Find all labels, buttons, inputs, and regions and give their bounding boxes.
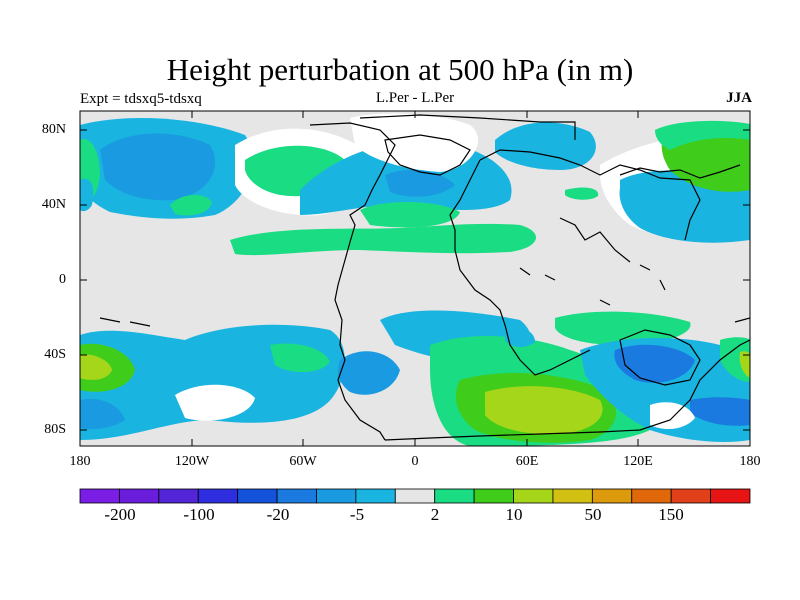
x-tick-label: 120E — [623, 454, 653, 469]
plot-title: Height perturbation at 500 hPa (in m) — [166, 52, 634, 87]
colorbar-label: 2 — [430, 505, 440, 524]
contour-green-southeast-pacific — [720, 337, 750, 382]
season-label: JJA — [726, 90, 752, 106]
coastline-north-pacific-islands — [619, 164, 741, 179]
contour-darkblue-south-east — [690, 397, 750, 426]
contour-field — [80, 111, 750, 446]
x-tick-label: 120W — [174, 454, 210, 469]
contour-green-south-pacific-mid — [270, 343, 330, 373]
contour-green-tropics-band — [230, 223, 537, 256]
colorbar-swatch — [276, 488, 317, 504]
contour-blue-south-pacific-dark — [80, 398, 125, 430]
contour-green-pacific-small — [170, 194, 212, 216]
colorbar-swatch — [591, 488, 633, 504]
coastlines — [99, 114, 750, 441]
coastline-asia-south — [559, 217, 631, 263]
coastline-greenland — [384, 134, 471, 176]
colorbar-swatch — [355, 488, 396, 504]
colorbar — [79, 488, 751, 504]
x-tick-label: 60E — [515, 454, 539, 469]
center-label: L.Per - L.Per — [375, 90, 455, 106]
contour-darkblue-south-atlantic — [338, 351, 400, 395]
colorbar-swatch — [552, 488, 593, 504]
contour-blue-north-asia — [495, 122, 596, 170]
colorbar-label: -100 — [183, 505, 215, 524]
colorbar-label: -200 — [104, 505, 136, 524]
colorbar-swatch — [670, 488, 711, 504]
colorbar-label: 50 — [584, 505, 602, 524]
y-axis-ticks — [80, 129, 750, 431]
contour-lightgreen-south-pacific-west — [80, 354, 112, 380]
colorbar-swatch — [434, 488, 475, 504]
coastline-australia — [619, 329, 701, 386]
colorbar-swatch — [79, 488, 120, 504]
contour-yellowgreen-southern-indian — [485, 386, 603, 435]
colorbar-swatch — [473, 488, 514, 504]
colorbar-swatch — [119, 488, 160, 504]
contour-darkblue-north-pacific — [100, 133, 216, 201]
colorbar-swatch — [197, 488, 239, 504]
contour-green-europe — [360, 201, 460, 228]
colorbar-swatch — [710, 488, 751, 504]
x-tick-label: 60W — [289, 454, 317, 469]
colorbar-swatch — [158, 488, 199, 504]
contour-white-south-pacific — [175, 384, 255, 421]
y-tick-label: 40N — [41, 197, 66, 212]
contour-lightgreen-ne-pacific — [655, 120, 750, 150]
y-tick-label: 0 — [59, 272, 66, 287]
y-tick-label: 40S — [44, 347, 66, 362]
x-tick-label: 180 — [739, 454, 761, 469]
contour-blue-south-america-east — [505, 328, 535, 348]
colorbar-label: -20 — [266, 505, 290, 524]
contour-green-west-asia — [565, 187, 599, 200]
colorbar-label: -5 — [349, 505, 365, 524]
x-tick-label: 0 — [411, 454, 419, 469]
colorbar-label: 150 — [658, 505, 684, 524]
coastline-antarctica — [384, 339, 750, 441]
coastline-eurasia — [479, 149, 701, 241]
colorbar-swatch — [316, 488, 357, 504]
coastline-scattered-islands — [99, 264, 750, 327]
coastline-arctic-north — [359, 114, 576, 140]
y-tick-label: 80S — [44, 422, 66, 437]
y-tick-label: 80N — [41, 122, 66, 137]
coastline-europe-africa — [449, 159, 591, 376]
contour-green-tropical-indian — [555, 311, 691, 345]
contour-white-greenland — [350, 113, 479, 172]
x-tick-label: 180 — [69, 454, 91, 469]
contour-yellowgreen-se-edge — [739, 351, 750, 378]
colorbar-label: 10 — [505, 505, 523, 524]
colorbar-swatch — [513, 488, 554, 504]
colorbar-swatch — [394, 488, 436, 504]
colorbar-swatch — [631, 488, 672, 504]
experiment-label: Expt = tdsxq5-tdsxq — [80, 91, 202, 107]
contour-darkblue-europe — [385, 169, 455, 197]
colorbar-swatch — [237, 488, 278, 504]
contour-lightblue-nw-edge — [80, 178, 94, 212]
x-axis-ticks — [79, 111, 751, 446]
